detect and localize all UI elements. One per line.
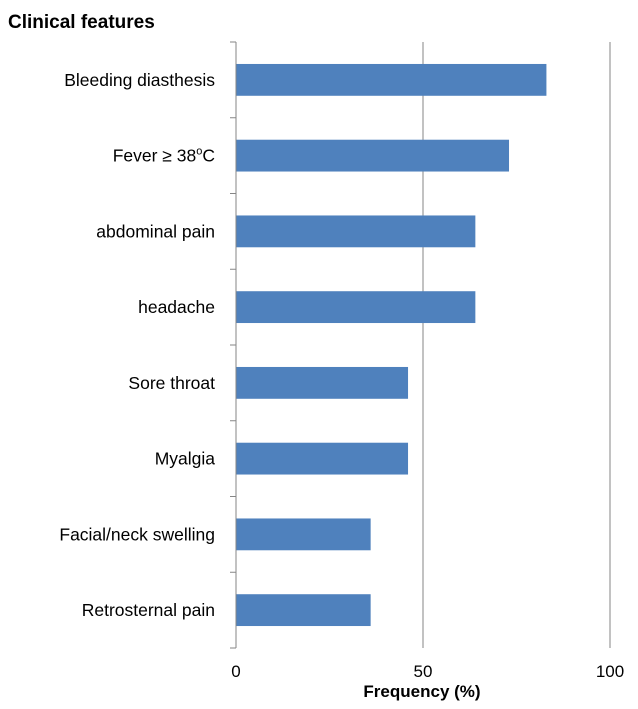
bar-7 [236, 594, 371, 627]
bar-3 [236, 291, 476, 324]
category-labels: Bleeding diasthesis Fever ≥ 38oC abdominal… [59, 70, 215, 620]
bars [236, 63, 547, 627]
x-tick-label-2: 100 [596, 662, 624, 681]
category-label-3: headache [138, 297, 215, 317]
bar-5 [236, 442, 409, 475]
category-label-0: Bleeding diasthesis [64, 70, 215, 90]
bar-0 [236, 63, 547, 96]
x-tick-label-0: 0 [231, 662, 240, 681]
x-tick-label-1: 50 [414, 662, 433, 681]
category-label-5: Myalgia [155, 449, 216, 469]
chart-title: Clinical features [8, 12, 155, 33]
category-label-1: Fever ≥ 38oC [113, 146, 215, 166]
category-label-6: Facial/neck swelling [59, 524, 215, 544]
gridlines [422, 42, 611, 648]
y-axis [230, 41, 237, 649]
x-axis-title: Frequency (%) [363, 682, 480, 701]
bar-4 [236, 366, 409, 399]
category-label-4: Sore throat [128, 373, 215, 393]
x-tick-labels: 0 50 100 [231, 662, 624, 681]
bar-2 [236, 215, 476, 248]
bar-1 [236, 139, 510, 172]
category-label-2: abdominal pain [96, 221, 215, 241]
category-label-7: Retrosternal pain [82, 600, 215, 620]
bar-6 [236, 518, 371, 551]
